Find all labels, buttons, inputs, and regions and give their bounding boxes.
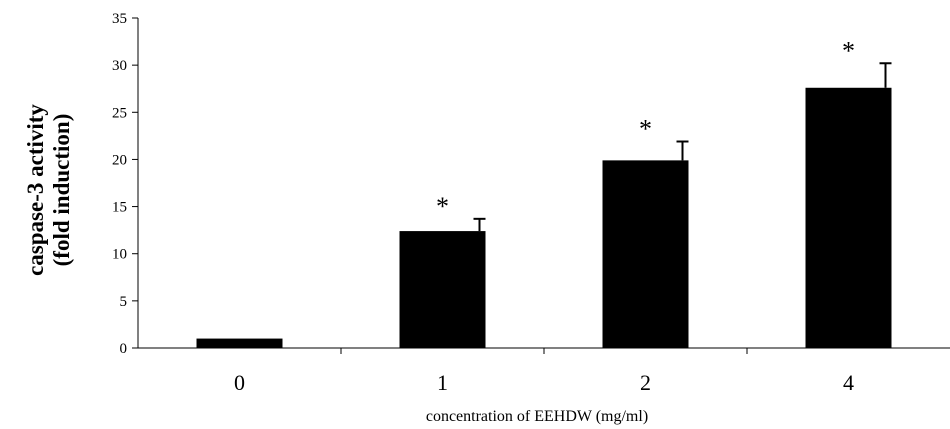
y-tick-label: 30 <box>112 58 127 74</box>
x-axis-labels: 0 1 2 4 <box>234 370 854 395</box>
y-tick-label: 20 <box>112 152 127 168</box>
y-tick-label: 25 <box>112 105 127 121</box>
significance-markers: * * * <box>436 36 855 221</box>
bar <box>602 160 689 348</box>
bar <box>196 338 283 348</box>
y-axis-ticks: 0 5 10 15 20 25 30 35 <box>112 11 138 357</box>
significance-asterisk: * <box>436 192 449 221</box>
y-tick-label: 0 <box>120 341 128 357</box>
y-axis-title-line1: caspase-3 activity <box>23 104 48 276</box>
y-tick-label: 10 <box>112 247 127 263</box>
y-tick-label: 5 <box>120 294 128 310</box>
x-axis-title: concentration of EEHDW (mg/ml) <box>426 408 648 425</box>
y-axis-title-line2: (fold induction) <box>49 114 74 267</box>
x-tick-label: 2 <box>640 370 651 395</box>
x-tick-label: 1 <box>437 370 448 395</box>
bar <box>399 231 486 348</box>
x-tick-label: 4 <box>843 370 854 395</box>
bars <box>196 87 892 349</box>
y-tick-label: 35 <box>112 11 127 27</box>
significance-asterisk: * <box>639 115 652 144</box>
y-tick-label: 15 <box>112 200 127 216</box>
x-tick-label: 0 <box>234 370 245 395</box>
significance-asterisk: * <box>842 36 855 65</box>
bar <box>805 87 892 349</box>
error-bars <box>473 62 892 232</box>
